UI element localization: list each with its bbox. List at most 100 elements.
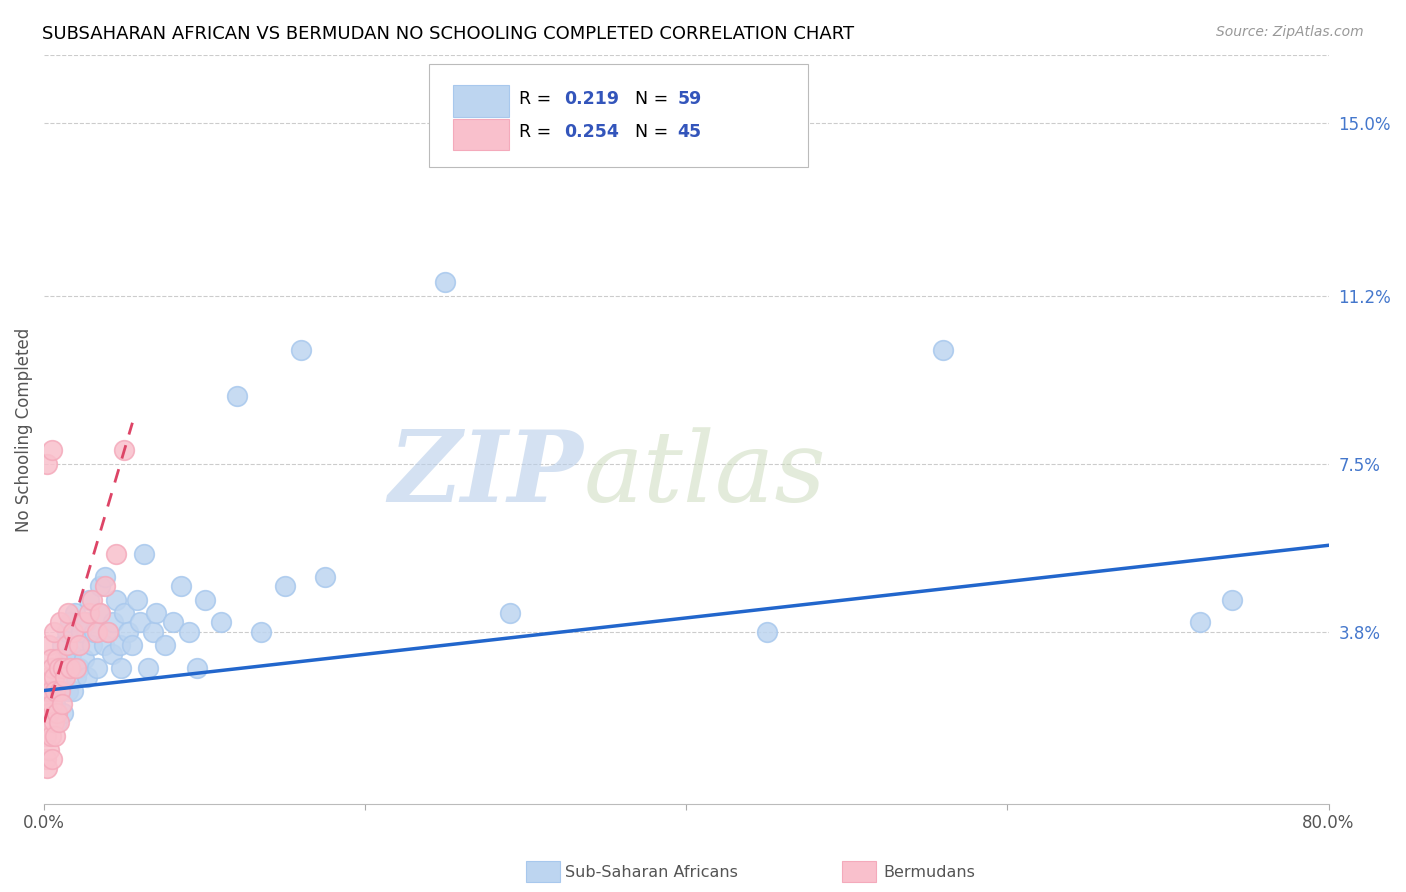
Point xyxy=(314,570,336,584)
Point xyxy=(73,652,96,666)
Text: N =: N = xyxy=(636,123,673,141)
Point xyxy=(51,638,73,652)
Text: Bermudans: Bermudans xyxy=(883,865,974,880)
Point xyxy=(49,670,72,684)
Text: R =: R = xyxy=(519,123,557,141)
Text: Sub-Saharan Africans: Sub-Saharan Africans xyxy=(565,865,738,880)
Point xyxy=(153,638,176,652)
Point xyxy=(58,607,80,621)
Text: Source: ZipAtlas.com: Source: ZipAtlas.com xyxy=(1216,25,1364,39)
Point xyxy=(434,275,457,289)
Point xyxy=(53,652,76,666)
Point xyxy=(37,761,59,775)
Point xyxy=(37,683,59,698)
Point xyxy=(41,683,63,698)
Point xyxy=(97,624,120,639)
Point xyxy=(1220,592,1243,607)
FancyBboxPatch shape xyxy=(453,119,509,150)
Text: 0.254: 0.254 xyxy=(564,123,619,141)
Point xyxy=(41,697,63,711)
Point xyxy=(82,638,104,652)
Point xyxy=(46,715,69,730)
Point xyxy=(89,579,111,593)
Point xyxy=(121,638,143,652)
Point xyxy=(142,624,165,639)
Point xyxy=(70,624,93,639)
Point xyxy=(86,624,108,639)
Text: 0.219: 0.219 xyxy=(564,89,619,108)
Point xyxy=(77,607,100,621)
Point xyxy=(67,661,90,675)
Point xyxy=(66,638,89,652)
Point xyxy=(49,683,72,698)
Y-axis label: No Schooling Completed: No Schooling Completed xyxy=(15,327,32,532)
Point xyxy=(65,661,87,675)
Point xyxy=(46,706,69,721)
Point xyxy=(100,647,122,661)
Point xyxy=(42,624,65,639)
Point xyxy=(41,442,63,457)
Point xyxy=(108,638,131,652)
Point xyxy=(97,624,120,639)
Point xyxy=(132,547,155,561)
Point xyxy=(39,729,62,743)
Point xyxy=(117,624,139,639)
Point xyxy=(65,670,87,684)
Point xyxy=(112,442,135,457)
Point xyxy=(73,615,96,630)
Point xyxy=(290,343,312,358)
Point xyxy=(194,592,217,607)
Point xyxy=(112,607,135,621)
Point xyxy=(38,638,60,652)
FancyBboxPatch shape xyxy=(429,64,808,168)
Point xyxy=(35,751,58,765)
Point xyxy=(52,661,75,675)
Point xyxy=(499,607,522,621)
Point xyxy=(60,647,83,661)
Point xyxy=(42,715,65,730)
Point xyxy=(53,670,76,684)
Point xyxy=(46,652,69,666)
Point xyxy=(58,661,80,675)
Text: R =: R = xyxy=(519,89,557,108)
Point xyxy=(105,547,128,561)
Point xyxy=(1189,615,1212,630)
Point xyxy=(77,592,100,607)
Point xyxy=(41,661,63,675)
Point xyxy=(110,661,132,675)
Point xyxy=(35,729,58,743)
Point xyxy=(82,592,104,607)
Point xyxy=(932,343,955,358)
Point xyxy=(48,661,70,675)
Point xyxy=(55,638,77,652)
Point xyxy=(38,742,60,756)
Point xyxy=(169,579,191,593)
Point xyxy=(39,683,62,698)
Text: SUBSAHARAN AFRICAN VS BERMUDAN NO SCHOOLING COMPLETED CORRELATION CHART: SUBSAHARAN AFRICAN VS BERMUDAN NO SCHOOL… xyxy=(42,25,855,43)
Text: 59: 59 xyxy=(678,89,702,108)
Point xyxy=(52,706,75,721)
Text: 45: 45 xyxy=(678,123,702,141)
Point xyxy=(94,579,117,593)
Point xyxy=(51,697,73,711)
Point xyxy=(75,615,97,630)
Point xyxy=(162,615,184,630)
Point xyxy=(94,570,117,584)
Point xyxy=(105,592,128,607)
Point xyxy=(62,683,84,698)
Point xyxy=(62,624,84,639)
Point xyxy=(225,388,247,402)
Point xyxy=(44,683,66,698)
Point xyxy=(48,661,70,675)
Point xyxy=(250,624,273,639)
Point xyxy=(129,615,152,630)
Point xyxy=(87,607,110,621)
Point xyxy=(209,615,232,630)
Point xyxy=(86,661,108,675)
Point xyxy=(37,715,59,730)
Point xyxy=(76,670,98,684)
Point xyxy=(101,615,124,630)
Point xyxy=(93,638,115,652)
Point xyxy=(41,751,63,765)
Point xyxy=(186,661,208,675)
